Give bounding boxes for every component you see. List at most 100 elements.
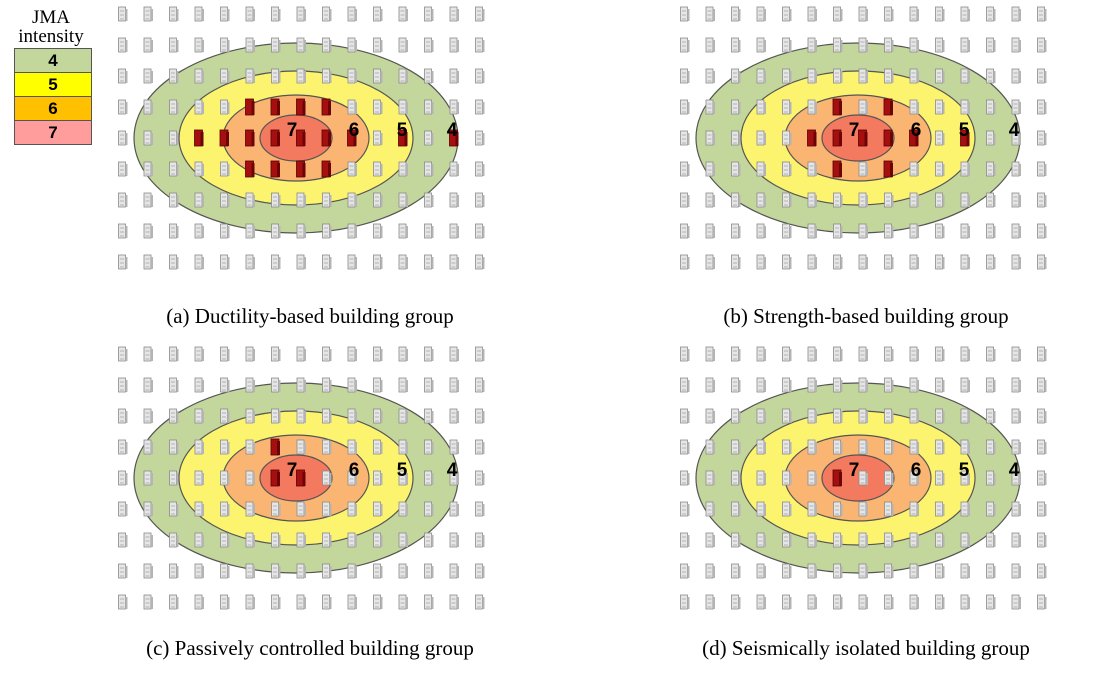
building-icon [858, 223, 868, 239]
building-icon [680, 99, 690, 115]
building-icon [475, 439, 485, 455]
building-icon [373, 130, 383, 146]
building-icon [782, 594, 792, 610]
zone-label-6: 6 [911, 460, 922, 481]
building-icon [986, 130, 996, 146]
building-icon [271, 37, 281, 53]
building-icon [373, 470, 383, 486]
building-icon [398, 377, 408, 393]
building-icon [935, 501, 945, 517]
building-icon [169, 532, 179, 548]
building-icon [960, 6, 970, 22]
building-icon [935, 223, 945, 239]
building-icon [731, 6, 741, 22]
building-icon [169, 6, 179, 22]
zone-label-5: 5 [397, 120, 408, 141]
building-icon [756, 254, 766, 270]
building-icon [245, 470, 255, 486]
building-icon [424, 594, 434, 610]
building-icon [296, 346, 306, 362]
building-icon [322, 439, 332, 455]
building-icon [858, 6, 868, 22]
building-icon [858, 439, 868, 455]
damaged-building-icon [270, 129, 280, 147]
building-icon [271, 192, 281, 208]
building-icon [680, 377, 690, 393]
building-icon [373, 192, 383, 208]
building-icon [245, 223, 255, 239]
building-icon [475, 501, 485, 517]
building-icon [169, 37, 179, 53]
building-icon [118, 68, 128, 84]
building-icon [220, 346, 230, 362]
building-icon [475, 532, 485, 548]
building-icon [858, 99, 868, 115]
building-icon [220, 6, 230, 22]
building-icon [475, 223, 485, 239]
damaged-building-icon [832, 129, 842, 147]
building-icon [909, 192, 919, 208]
building-icon [807, 470, 817, 486]
building-icon [807, 254, 817, 270]
building-icon [731, 594, 741, 610]
building-icon [322, 6, 332, 22]
building-icon [475, 377, 485, 393]
building-icon [807, 99, 817, 115]
building-icon [680, 532, 690, 548]
building-icon [169, 501, 179, 517]
building-icon [1011, 594, 1021, 610]
building-icon [1011, 346, 1021, 362]
building-icon [322, 37, 332, 53]
building-icon [782, 254, 792, 270]
legend-scale: 4 5 6 7 [14, 48, 92, 145]
building-icon [807, 6, 817, 22]
building-icon [1011, 99, 1021, 115]
building-icon [782, 192, 792, 208]
legend-item-7: 7 [15, 121, 91, 144]
building-icon [833, 532, 843, 548]
building-icon [1037, 223, 1047, 239]
building-icon [833, 223, 843, 239]
building-icon [1011, 6, 1021, 22]
zone-label-5: 5 [397, 460, 408, 481]
building-icon [322, 470, 332, 486]
building-icon [1011, 563, 1021, 579]
building-icon [220, 377, 230, 393]
building-icon [807, 161, 817, 177]
damaged-building-icon [807, 129, 817, 147]
building-icon [296, 501, 306, 517]
building-icon [1037, 501, 1047, 517]
building-icon [245, 6, 255, 22]
legend-title: JMA intensity [6, 8, 96, 46]
building-icon [296, 192, 306, 208]
building-icon [909, 6, 919, 22]
building-icon [1011, 130, 1021, 146]
building-icon [705, 161, 715, 177]
building-icon [731, 68, 741, 84]
building-icon [960, 254, 970, 270]
building-icon [1011, 532, 1021, 548]
building-icon [782, 161, 792, 177]
building-icon [935, 408, 945, 424]
building-icon [884, 408, 894, 424]
building-icon [347, 254, 357, 270]
building-icon [194, 501, 204, 517]
building-icon [884, 439, 894, 455]
building-icon [475, 192, 485, 208]
building-icon [475, 594, 485, 610]
building-icon [1011, 470, 1021, 486]
building-icon [271, 532, 281, 548]
building-icon [424, 563, 434, 579]
damaged-building-icon [321, 160, 331, 178]
building-icon [1037, 594, 1047, 610]
building-icon [935, 130, 945, 146]
building-icon [398, 192, 408, 208]
building-icon [680, 439, 690, 455]
building-icon [960, 161, 970, 177]
building-icon [884, 470, 894, 486]
building-icon [118, 501, 128, 517]
panel-passively-controlled: 7 6 5 4 [110, 340, 510, 620]
building-icon [807, 439, 817, 455]
building-icon [782, 6, 792, 22]
building-icon [705, 532, 715, 548]
